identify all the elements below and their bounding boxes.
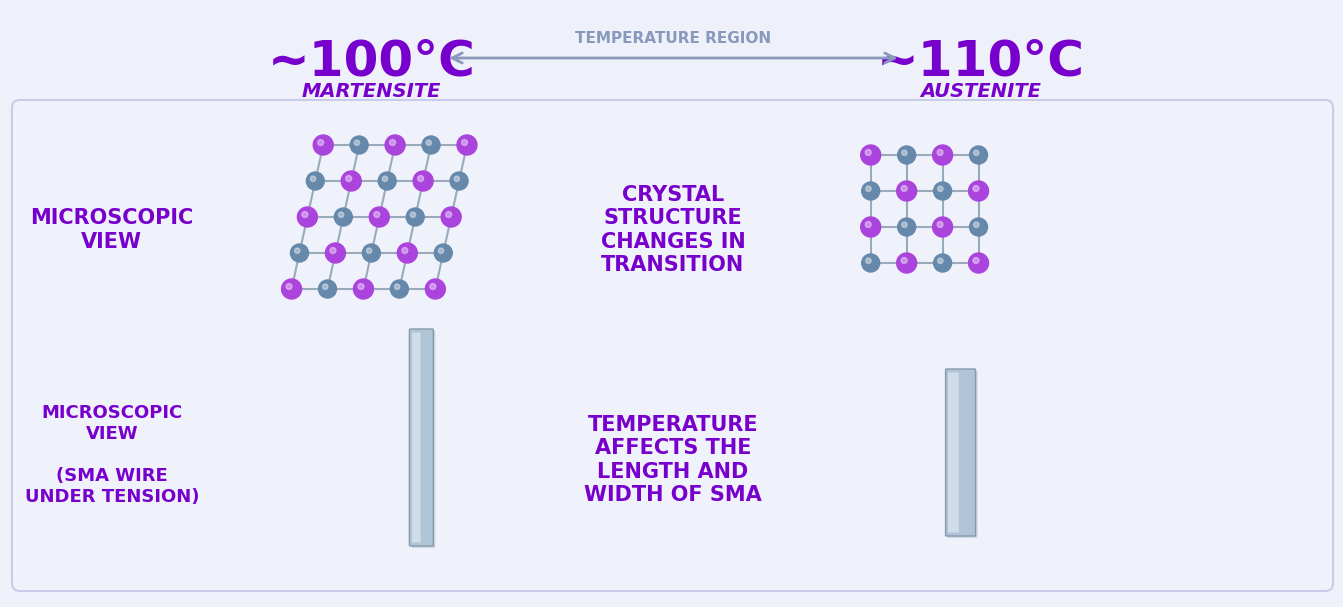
Circle shape [422, 136, 441, 154]
Circle shape [932, 217, 952, 237]
Circle shape [389, 140, 396, 146]
FancyBboxPatch shape [948, 371, 978, 538]
FancyBboxPatch shape [945, 369, 975, 536]
Circle shape [345, 175, 352, 181]
Circle shape [974, 150, 979, 155]
Circle shape [861, 145, 881, 165]
Circle shape [341, 171, 361, 191]
Circle shape [310, 176, 316, 181]
Circle shape [330, 248, 336, 254]
Circle shape [426, 279, 446, 299]
Circle shape [901, 257, 907, 263]
Circle shape [395, 284, 400, 290]
Text: AUSTENITE: AUSTENITE [920, 82, 1041, 101]
Circle shape [968, 253, 988, 273]
Circle shape [862, 182, 880, 200]
Text: TEMPERATURE
AFFECTS THE
LENGTH AND
WIDTH OF SMA: TEMPERATURE AFFECTS THE LENGTH AND WIDTH… [584, 415, 761, 505]
Circle shape [325, 243, 345, 263]
Circle shape [426, 140, 431, 146]
Circle shape [457, 135, 477, 155]
Circle shape [383, 176, 388, 181]
Circle shape [974, 257, 979, 263]
Circle shape [302, 211, 308, 217]
Circle shape [379, 172, 396, 190]
Circle shape [334, 208, 352, 226]
Circle shape [970, 146, 987, 164]
Circle shape [866, 186, 872, 191]
Circle shape [391, 280, 408, 298]
Circle shape [318, 280, 337, 298]
FancyBboxPatch shape [412, 333, 420, 543]
Circle shape [297, 207, 317, 227]
Text: MICROSCOPIC
VIEW: MICROSCOPIC VIEW [30, 208, 193, 251]
Circle shape [974, 186, 979, 191]
Text: CRYSTAL
STRUCTURE
CHANGES IN
TRANSITION: CRYSTAL STRUCTURE CHANGES IN TRANSITION [600, 185, 745, 275]
Circle shape [450, 172, 469, 190]
Circle shape [290, 244, 309, 262]
Circle shape [367, 248, 372, 254]
Circle shape [318, 140, 324, 146]
Circle shape [932, 145, 952, 165]
Text: ~100°C: ~100°C [267, 38, 475, 86]
Circle shape [462, 140, 467, 146]
Circle shape [897, 253, 917, 273]
Circle shape [897, 181, 917, 201]
Circle shape [294, 248, 299, 254]
Circle shape [434, 244, 453, 262]
Circle shape [865, 222, 872, 228]
Circle shape [968, 181, 988, 201]
Circle shape [454, 176, 459, 181]
Circle shape [373, 211, 380, 217]
Circle shape [338, 212, 344, 217]
Text: MARTENSITE: MARTENSITE [302, 82, 442, 101]
Text: TEMPERATURE REGION: TEMPERATURE REGION [575, 31, 771, 46]
Circle shape [282, 279, 302, 299]
Circle shape [901, 222, 907, 228]
Circle shape [410, 212, 416, 217]
Circle shape [862, 254, 880, 272]
Circle shape [322, 284, 328, 290]
Circle shape [313, 135, 333, 155]
Circle shape [974, 222, 979, 228]
FancyBboxPatch shape [411, 331, 435, 548]
Circle shape [286, 283, 291, 290]
Circle shape [398, 243, 418, 263]
Circle shape [402, 248, 408, 254]
Circle shape [937, 222, 943, 228]
Circle shape [363, 244, 380, 262]
Circle shape [446, 211, 451, 217]
Circle shape [933, 254, 952, 272]
Circle shape [861, 217, 881, 237]
Circle shape [418, 175, 423, 181]
Text: ~110°C: ~110°C [877, 38, 1085, 86]
Circle shape [406, 208, 424, 226]
Circle shape [937, 149, 943, 155]
FancyBboxPatch shape [948, 373, 959, 532]
Circle shape [901, 186, 907, 191]
FancyBboxPatch shape [410, 329, 434, 546]
Circle shape [414, 171, 432, 191]
Circle shape [306, 172, 324, 190]
Circle shape [369, 207, 389, 227]
Circle shape [353, 279, 373, 299]
Circle shape [897, 146, 916, 164]
Circle shape [901, 150, 907, 155]
Circle shape [897, 218, 916, 236]
Circle shape [359, 283, 364, 290]
FancyBboxPatch shape [12, 100, 1334, 591]
Circle shape [385, 135, 406, 155]
Circle shape [933, 182, 952, 200]
Circle shape [430, 283, 436, 290]
Text: MICROSCOPIC
VIEW

(SMA WIRE
UNDER TENSION): MICROSCOPIC VIEW (SMA WIRE UNDER TENSION… [24, 404, 199, 506]
Circle shape [351, 136, 368, 154]
Circle shape [970, 218, 987, 236]
Circle shape [866, 258, 872, 263]
Circle shape [438, 248, 443, 254]
Circle shape [937, 186, 943, 191]
Circle shape [355, 140, 360, 146]
Circle shape [937, 258, 943, 263]
Circle shape [442, 207, 461, 227]
Circle shape [865, 149, 872, 155]
